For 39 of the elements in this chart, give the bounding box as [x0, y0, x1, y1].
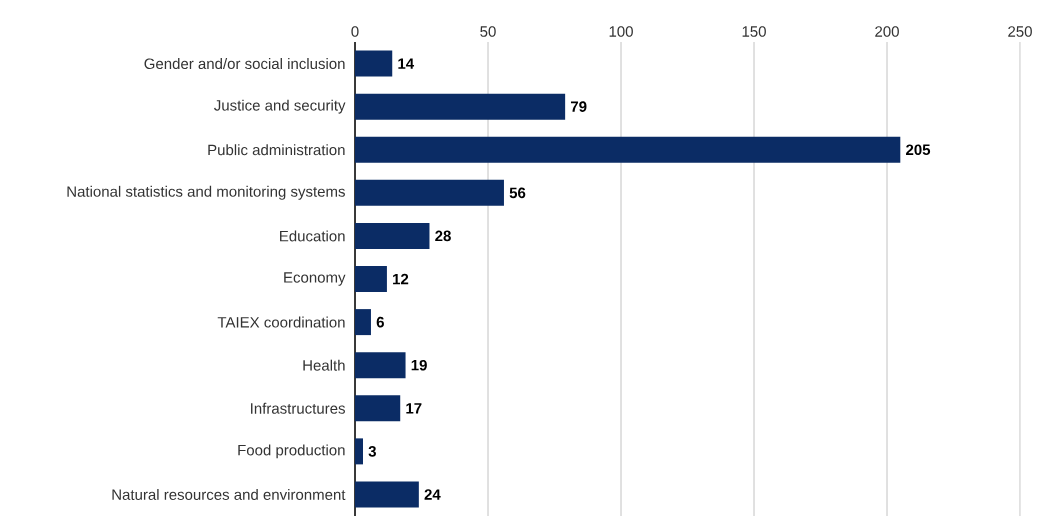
y-tick-label: Economy: [284, 272, 346, 286]
data-label: 79: [570, 101, 587, 113]
y-tick-label: Food production: [238, 444, 345, 459]
y-tick-label: Natural resources and environment: [112, 489, 346, 501]
y-tick-label: Gender and/or social inclusion: [144, 58, 345, 70]
bar: [355, 309, 371, 336]
x-tick-label: 200: [875, 26, 899, 37]
y-tick-label: Education: [280, 230, 345, 242]
bar: [355, 136, 901, 163]
bar: [355, 481, 419, 508]
y-tick-label: National statistics and monitoring systems: [67, 185, 345, 200]
x-tick-label: 0: [351, 26, 359, 37]
x-tick-label: 250: [1008, 26, 1032, 37]
y-tick-label: Justice and security: [214, 99, 346, 114]
data-label: 19: [411, 360, 427, 371]
y-tick-label: Health: [303, 359, 345, 371]
data-label: 3: [368, 446, 376, 457]
bar: [355, 93, 566, 120]
data-label: 56: [509, 187, 526, 199]
x-tick-label: 100: [609, 26, 633, 37]
bar: [355, 223, 430, 250]
bar: [355, 266, 387, 293]
data-label: 24: [424, 489, 441, 500]
data-label: 28: [435, 230, 451, 242]
y-tick-label: Infrastructures: [251, 402, 345, 414]
bar: [355, 438, 363, 465]
bar: [355, 395, 401, 422]
data-label: 205: [906, 144, 931, 156]
y-tick-label: TAIEX coordination: [217, 316, 345, 328]
data-label: 14: [398, 58, 415, 69]
data-label: 17: [406, 403, 422, 414]
bar: [355, 352, 406, 379]
y-tick-label: Public administration: [208, 144, 345, 156]
bar: [355, 179, 504, 206]
x-tick-label: 150: [742, 26, 766, 37]
data-label: 12: [393, 273, 409, 285]
x-tick-label: 50: [480, 26, 496, 37]
data-label: 6: [376, 316, 384, 328]
bar: [355, 50, 393, 77]
